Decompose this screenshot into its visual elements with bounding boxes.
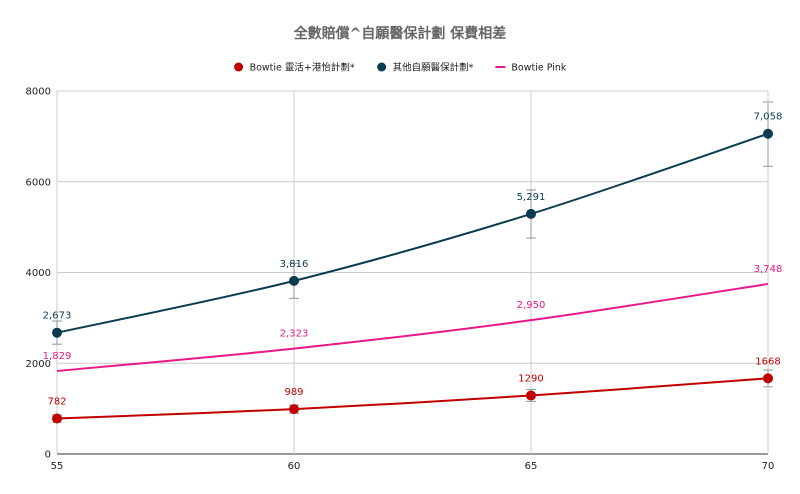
data-point — [52, 413, 62, 424]
data-label: 2,950 — [517, 300, 546, 311]
y-tick-label: 2000 — [26, 359, 51, 370]
series-1 — [52, 101, 773, 345]
data-point — [526, 390, 536, 401]
series-line — [56, 282, 769, 373]
y-tick-label: 6000 — [26, 177, 51, 188]
data-labels: 782 989 1290 1668 2,673 3,816 5,291 7,058 1,829 2… — [43, 112, 783, 408]
axes: 0 2000 4000 6000 8000 55 60 65 70 — [26, 87, 775, 473]
x-tick-label: 70 — [762, 461, 775, 472]
data-label: 989 — [284, 387, 303, 398]
x-tick-label: 65 — [525, 461, 538, 472]
data-point — [526, 208, 536, 219]
series-line — [56, 377, 769, 420]
data-point — [289, 275, 299, 286]
series-line — [56, 132, 769, 334]
gridlines — [56, 90, 769, 455]
data-point — [763, 128, 773, 139]
series-2 — [56, 282, 769, 373]
legend-item-2: Bowtie Pink — [495, 63, 567, 74]
series-0 — [52, 369, 773, 424]
data-label: 7,058 — [754, 112, 783, 123]
legend-label: 其他自願醫保計劃* — [393, 62, 474, 74]
legend-item-1: 其他自願醫保計劃* — [377, 62, 474, 74]
data-label: 2,673 — [43, 311, 72, 322]
data-point — [52, 327, 62, 338]
legend-swatch — [377, 62, 387, 72]
data-point — [289, 404, 299, 415]
legend-swatch — [234, 62, 244, 72]
legend-label: Bowtie Pink — [511, 63, 567, 74]
data-label: 1,829 — [43, 351, 72, 362]
data-point — [763, 373, 773, 384]
data-label: 3,748 — [754, 264, 783, 275]
legend: Bowtie 靈活+港怡計劃* 其他自願醫保計劃* Bowtie Pink — [234, 62, 567, 74]
data-label: 1668 — [755, 356, 780, 367]
data-label: 782 — [47, 397, 66, 408]
data-label: 3,816 — [280, 259, 309, 270]
y-tick-label: 4000 — [26, 268, 51, 279]
x-tick-label: 55 — [51, 461, 64, 472]
series-group — [52, 101, 773, 424]
legend-item-0: Bowtie 靈活+港怡計劃* — [234, 62, 355, 74]
data-label: 2,323 — [280, 329, 309, 340]
y-tick-label: 8000 — [26, 87, 51, 98]
data-label: 1290 — [518, 373, 543, 384]
legend-label: Bowtie 靈活+港怡計劃* — [250, 62, 355, 74]
y-tick-label: 0 — [45, 450, 51, 461]
chart-title: 全數賠償^自願醫保計劃 保費相差 — [293, 25, 507, 42]
data-label: 5,291 — [517, 192, 546, 203]
x-tick-label: 60 — [288, 461, 301, 472]
